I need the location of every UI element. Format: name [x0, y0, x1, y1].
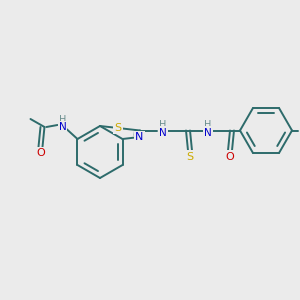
- Text: N: N: [135, 132, 144, 142]
- Text: H: H: [159, 121, 167, 130]
- Text: H: H: [206, 122, 212, 131]
- Text: O: O: [36, 148, 45, 158]
- Text: N: N: [204, 128, 212, 137]
- Text: H: H: [59, 115, 66, 125]
- Text: N: N: [58, 122, 66, 132]
- Text: H: H: [204, 121, 212, 130]
- Text: O: O: [226, 152, 234, 161]
- Text: N: N: [206, 132, 208, 133]
- Text: H: H: [159, 125, 167, 136]
- Text: H: H: [159, 122, 165, 131]
- Text: S: S: [114, 123, 122, 133]
- Text: N: N: [159, 128, 167, 137]
- Text: N: N: [161, 132, 163, 133]
- Text: H: H: [59, 116, 66, 125]
- Text: S: S: [186, 152, 194, 161]
